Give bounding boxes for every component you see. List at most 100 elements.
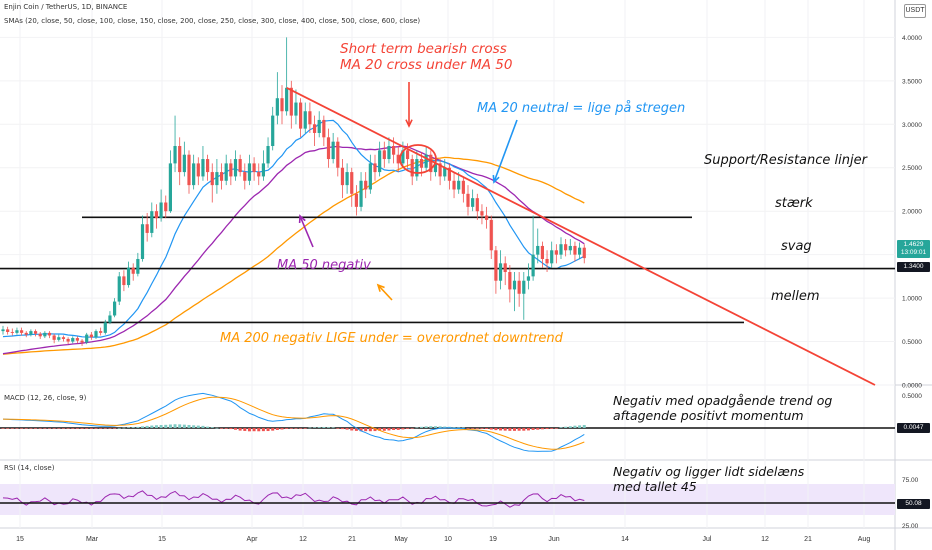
time-tick-label: 21	[804, 536, 812, 543]
candle-body	[508, 272, 512, 290]
candle-body	[443, 167, 447, 177]
candle-body	[387, 146, 391, 160]
candle-body	[326, 137, 331, 160]
candle-body	[285, 87, 289, 112]
macd-histogram-bar	[108, 428, 112, 429]
macd-histogram-bar	[494, 428, 498, 431]
price-tick-label: 2.5000	[902, 165, 922, 172]
annotation-macd-1: Negativ med opadgående trend og	[613, 393, 833, 408]
time-tick-label: 21	[348, 536, 356, 543]
macd-histogram-bar	[378, 428, 382, 431]
price-tick-label: 2.0000	[902, 209, 922, 216]
macd-histogram-bar	[373, 428, 377, 432]
currency-button[interactable]: USDT	[904, 4, 926, 18]
macd-histogram-bar	[550, 428, 554, 429]
candle-body	[108, 315, 112, 323]
candle-body	[340, 167, 345, 186]
ma20-arrow	[493, 119, 518, 183]
candle-body	[243, 172, 247, 181]
candle-body	[66, 338, 70, 342]
chart-title: Enjin Coin / TetherUS, 1D, BINANCE	[4, 3, 128, 11]
candle-body	[540, 245, 544, 259]
macd-histogram-bar	[420, 426, 423, 428]
macd-histogram-bar	[173, 424, 177, 428]
macd-histogram-bar	[136, 426, 140, 428]
macd-histogram-bar	[99, 428, 103, 429]
macd-histogram-bar	[410, 428, 414, 429]
price-tick-label: 0.5000	[902, 339, 922, 346]
annotation-bearish-cross-1: Short term bearish cross	[340, 41, 507, 57]
candle-body	[573, 245, 577, 255]
candle-body	[219, 172, 224, 181]
macd-histogram-bar	[480, 428, 484, 429]
macd-histogram-bar	[540, 428, 544, 430]
annotation-macd-2: aftagende positivt momentum	[613, 408, 804, 423]
candle-body	[503, 263, 507, 273]
macd-histogram-bar	[573, 425, 577, 428]
macd-histogram-bar	[206, 426, 210, 428]
ma20-line	[2, 119, 585, 338]
macd-histogram-bar	[280, 428, 284, 430]
candle-body	[336, 141, 340, 168]
candle-body	[257, 172, 261, 177]
candle-body	[131, 267, 135, 274]
macd-histogram-bar	[336, 428, 340, 429]
time-tick-label: Mar	[86, 536, 99, 543]
macd-histogram-bar	[406, 428, 410, 429]
macd-histogram-bar	[192, 425, 196, 428]
macd-histogram-bar	[392, 428, 396, 430]
candle-body	[113, 301, 117, 316]
candle-body	[392, 146, 396, 155]
macd-histogram-bar	[89, 428, 93, 429]
macd-histogram-bar	[545, 428, 549, 430]
price-tick-label: 4.0000	[902, 35, 922, 42]
ma50-arrow-head	[298, 214, 306, 224]
candle-body	[150, 211, 154, 233]
macd-value-tag: 0.0047	[897, 423, 930, 433]
candle-body	[238, 159, 242, 173]
macd-histogram-bar	[247, 428, 251, 432]
candle-body	[438, 163, 442, 177]
macd-histogram-bar	[66, 428, 70, 429]
candle-body	[261, 163, 265, 177]
macd-histogram-bar	[303, 428, 307, 429]
macd-histogram-bar	[243, 428, 247, 431]
candle-body	[485, 215, 489, 220]
macd-histogram-bar	[220, 428, 224, 429]
candle-body	[275, 98, 279, 116]
candle-body	[94, 331, 98, 338]
candle-body	[192, 163, 196, 186]
macd-histogram-bar	[15, 428, 19, 429]
candle-body	[10, 331, 14, 333]
macd-histogram-bar	[71, 428, 75, 429]
ma20-arrow-head	[492, 174, 500, 184]
candle-body	[266, 146, 270, 164]
macd-histogram-bar	[224, 428, 228, 429]
macd-line	[2, 392, 585, 452]
macd-histogram-bar	[433, 426, 437, 428]
macd-histogram-bar	[438, 426, 442, 428]
candle-body	[568, 245, 572, 251]
macd-histogram-bar	[299, 428, 303, 429]
macd-histogram-bar	[275, 428, 279, 430]
time-tick-label: 15	[16, 536, 24, 543]
candle-body	[168, 163, 172, 212]
macd-histogram-bar	[317, 427, 321, 428]
macd-histogram-bar	[322, 426, 326, 428]
candle-body	[312, 124, 317, 133]
candle-body	[498, 263, 503, 281]
candle-body	[308, 111, 312, 125]
macd-histogram-bar	[503, 428, 507, 431]
candle-body	[578, 247, 582, 255]
macd-histogram-bar	[48, 428, 51, 429]
macd-histogram-bar	[85, 428, 89, 429]
candle-body	[489, 219, 493, 251]
candle-body	[280, 98, 284, 112]
candle-body	[536, 245, 540, 255]
macd-histogram-bar	[145, 425, 149, 428]
macd-histogram-bar	[559, 427, 563, 428]
macd-histogram-bar	[578, 425, 582, 428]
macd-histogram-bar	[466, 428, 470, 429]
rsi-tick-label: 75.00	[902, 477, 919, 484]
